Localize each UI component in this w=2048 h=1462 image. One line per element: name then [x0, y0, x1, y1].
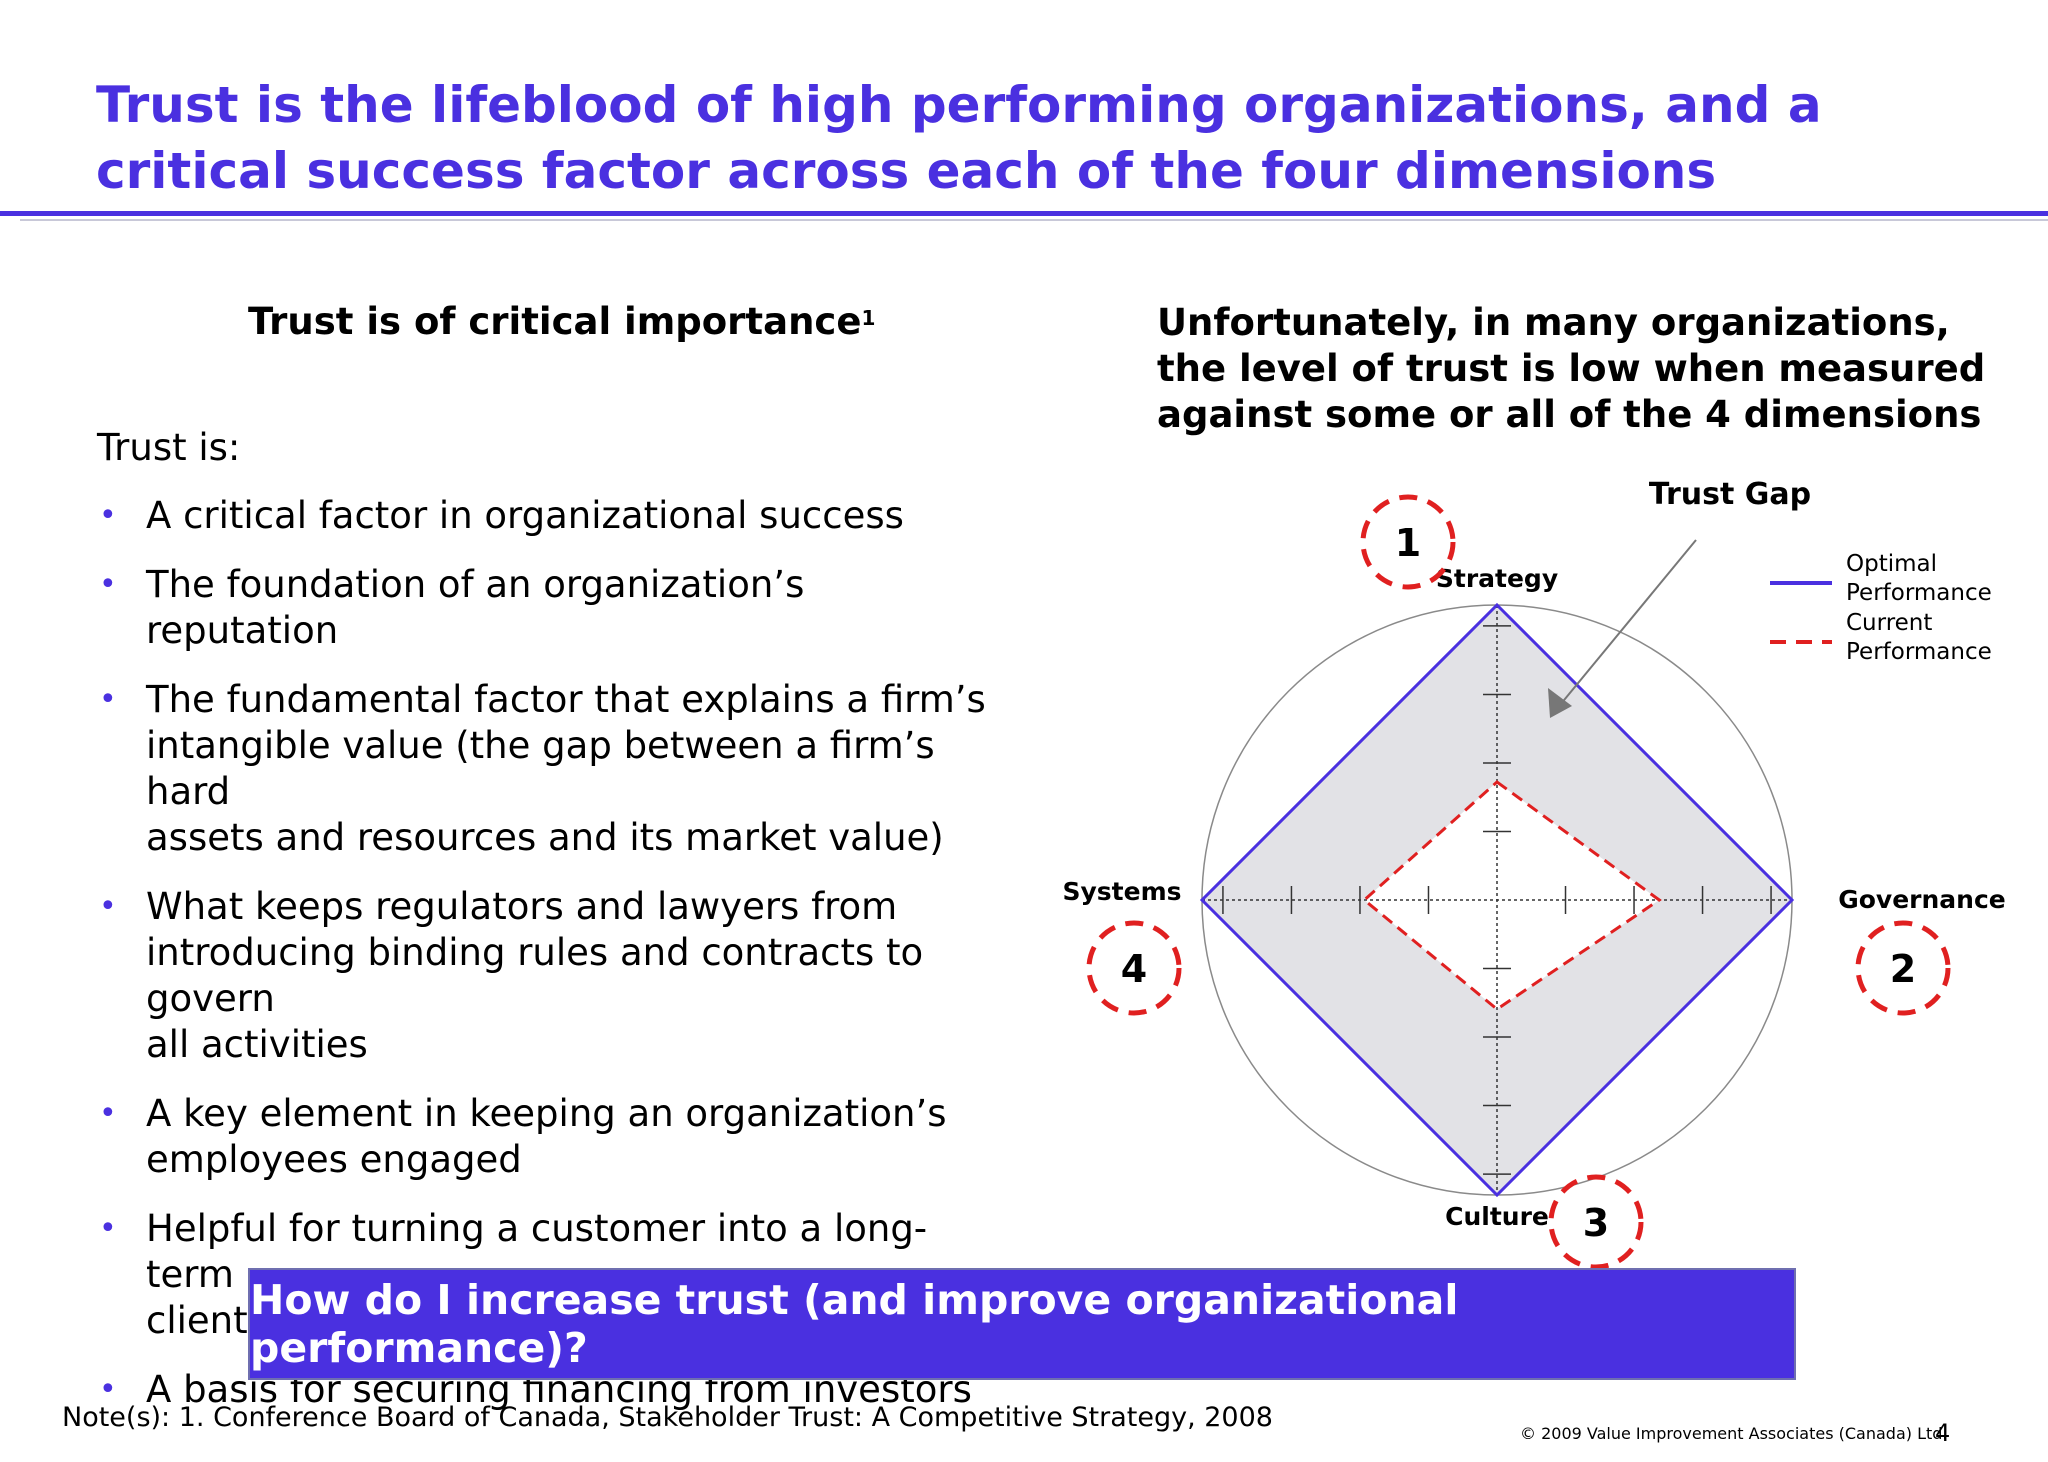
bullet-dot-icon: • [99, 567, 117, 602]
axis-label: Governance [1838, 885, 2006, 914]
legend-label: Performance [1846, 639, 1992, 665]
current-performance-line [1361, 780, 1662, 1012]
legend-label: Performance [1846, 580, 1992, 606]
slide-title: Trust is the lifeblood of high performin… [96, 72, 1996, 204]
bullet-dot-icon: • [99, 1096, 117, 1131]
bullet-text: assets and resources and its market valu… [146, 816, 944, 859]
legend-label: Current [1846, 610, 1932, 636]
right-heading-line: against some or all of the 4 dimensions [1157, 393, 1982, 436]
dimension-number: 2 [1890, 947, 1916, 991]
page-number: 4 [1935, 1419, 1951, 1447]
bullet-item: • A critical factor in organizational suc… [97, 493, 997, 539]
left-heading-text: Trust is of critical importance [248, 300, 862, 343]
trust-gap-label: Trust Gap [1649, 477, 1811, 512]
copyright: © 2009 Value Improvement Associates (Can… [1520, 1424, 1948, 1443]
axis-label: Strategy [1436, 564, 1558, 593]
left-heading: Trust is of critical importance1 [248, 298, 875, 346]
radar-chart: Strategy Governance Culture Systems 1 2 3 4 Trus… [1062, 477, 2006, 1270]
axis-label: Systems [1062, 877, 1181, 906]
optimal-performance-line [1199, 602, 1795, 1198]
dimension-number-circle [1360, 494, 1456, 590]
dimension-number: 1 [1395, 521, 1421, 565]
bullet-text: The foundation of an organization’s repu… [146, 563, 805, 652]
bullet-text: intangible value (the gap between a firm… [146, 724, 935, 813]
bullet-text: What keeps regulators and lawyers from [146, 885, 898, 928]
bullet-text: The fundamental factor that explains a f… [146, 678, 986, 721]
dimension-number: 4 [1121, 947, 1147, 991]
footnote-marker: 1 [861, 306, 876, 330]
bullet-dot-icon: • [99, 682, 117, 717]
dimension-number-circle [1855, 920, 1951, 1016]
bullet-text: introducing binding rules and contracts … [146, 931, 924, 1020]
bullet-dot-icon: • [99, 1372, 117, 1407]
dimension-number-circle [1086, 920, 1182, 1016]
bullet-item: • The fundamental factor that explains a … [97, 677, 997, 861]
right-heading: Unfortunately, in many organizations, the… [1157, 300, 2017, 438]
bullet-text: employees engaged [146, 1138, 522, 1181]
bullet-dot-icon: • [99, 889, 117, 924]
bullet-item: • The foundation of an organization’s rep… [97, 562, 997, 654]
legend-label: Optimal [1846, 551, 1937, 577]
trust-gap-arrow-shaft [1559, 539, 1697, 706]
title-divider-shadow [20, 219, 2048, 221]
right-heading-line: the level of trust is low when measured [1157, 347, 1986, 390]
title-divider [0, 211, 2048, 216]
bullet-item: • What keeps regulators and lawyers from i… [97, 884, 997, 1068]
bullet-dot-icon: • [99, 1211, 117, 1246]
bullet-text: A key element in keeping an organization… [146, 1092, 947, 1135]
title-line-1: Trust is the lifeblood of high performin… [96, 76, 1822, 134]
title-line-2: critical success factor across each of t… [96, 142, 1717, 200]
cta-text: How do I increase trust (and improve org… [250, 1276, 1459, 1372]
bullet-list: • A critical factor in organizational suc… [97, 493, 997, 1436]
current-area [1364, 782, 1660, 1010]
bullet-dot-icon: • [99, 498, 117, 533]
right-heading-line: Unfortunately, in many organizations, [1157, 301, 1950, 344]
axis-label: Culture [1445, 1202, 1549, 1231]
dimension-number: 3 [1583, 1201, 1609, 1245]
dimension-number-circle [1548, 1174, 1644, 1270]
intro-text: Trust is: [97, 426, 241, 469]
bullet-text: Helpful for turning a customer into a lo… [146, 1207, 928, 1296]
bullet-item: • A key element in keeping an organizatio… [97, 1091, 997, 1183]
cta-banner: How do I increase trust (and improve org… [248, 1268, 1796, 1380]
bullet-text: A critical factor in organizational succ… [146, 494, 904, 537]
trust-gap-arrow-head [1548, 688, 1572, 718]
footnote: Note(s): 1. Conference Board of Canada, … [62, 1402, 1273, 1433]
bullet-text: all activities [146, 1023, 368, 1066]
